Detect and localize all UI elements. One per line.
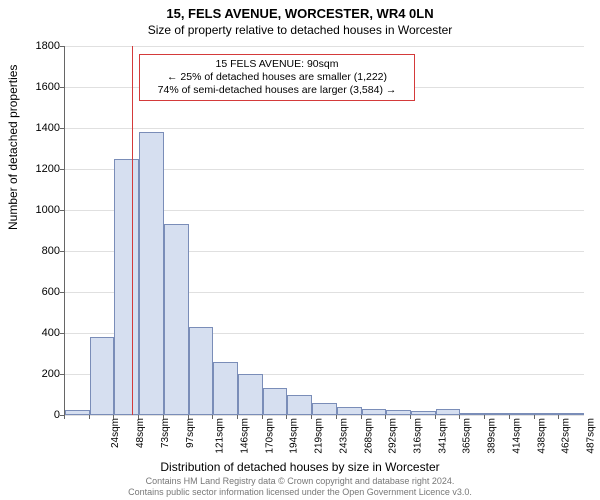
ytick-label: 1600 — [26, 81, 60, 93]
property-marker-line — [132, 46, 133, 415]
xtick-label: 219sqm — [314, 418, 325, 454]
ytick-mark — [60, 251, 64, 252]
ytick-mark — [60, 128, 64, 129]
footer-attribution: Contains HM Land Registry data © Crown c… — [0, 476, 600, 498]
xtick-mark — [534, 415, 535, 419]
histogram-bar — [337, 407, 362, 415]
xtick-label: 341sqm — [437, 418, 448, 454]
xtick-mark — [188, 415, 189, 419]
ytick-label: 200 — [26, 368, 60, 380]
gridline — [65, 46, 584, 47]
histogram-bar — [263, 388, 288, 415]
chart-subtitle: Size of property relative to detached ho… — [0, 21, 600, 41]
chart-container: 15, FELS AVENUE, WORCESTER, WR4 0LN Size… — [0, 0, 600, 500]
ytick-label: 1000 — [26, 204, 60, 216]
histogram-bar — [114, 159, 139, 415]
xtick-label: 292sqm — [388, 418, 399, 454]
chart-title: 15, FELS AVENUE, WORCESTER, WR4 0LN — [0, 0, 600, 21]
annotation-line: 15 FELS AVENUE: 90sqm — [146, 58, 408, 71]
xtick-label: 414sqm — [511, 418, 522, 454]
xtick-label: 194sqm — [289, 418, 300, 454]
ytick-label: 1800 — [26, 40, 60, 52]
histogram-bar — [65, 410, 90, 415]
ytick-mark — [60, 87, 64, 88]
xtick-label: 170sqm — [264, 418, 275, 454]
histogram-bar — [287, 395, 312, 416]
histogram-bar — [238, 374, 263, 415]
xtick-label: 121sqm — [215, 418, 226, 454]
xtick-mark — [64, 415, 65, 419]
xtick-mark — [212, 415, 213, 419]
y-axis-label: Number of detached properties — [6, 65, 20, 230]
histogram-bar — [510, 413, 535, 415]
xtick-label: 268sqm — [363, 418, 374, 454]
ytick-mark — [60, 292, 64, 293]
xtick-mark — [484, 415, 485, 419]
annotation-line: ← 25% of detached houses are smaller (1,… — [146, 71, 408, 84]
ytick-label: 0 — [26, 409, 60, 421]
histogram-bar — [164, 224, 189, 415]
xtick-mark — [286, 415, 287, 419]
ytick-label: 600 — [26, 286, 60, 298]
xtick-mark — [509, 415, 510, 419]
histogram-bar — [139, 132, 164, 415]
xtick-label: 365sqm — [462, 418, 473, 454]
ytick-mark — [60, 333, 64, 334]
histogram-bar — [485, 413, 510, 415]
histogram-bar — [386, 410, 411, 415]
xtick-label: 389sqm — [487, 418, 498, 454]
xtick-label: 487sqm — [586, 418, 597, 454]
xtick-label: 146sqm — [240, 418, 251, 454]
xtick-mark — [385, 415, 386, 419]
xtick-label: 316sqm — [413, 418, 424, 454]
x-axis-label: Distribution of detached houses by size … — [0, 460, 600, 474]
xtick-mark — [459, 415, 460, 419]
histogram-bar — [559, 413, 584, 415]
xtick-label: 462sqm — [561, 418, 572, 454]
histogram-bar — [436, 409, 461, 415]
xtick-mark — [410, 415, 411, 419]
ytick-mark — [60, 46, 64, 47]
xtick-mark — [558, 415, 559, 419]
xtick-mark — [89, 415, 90, 419]
xtick-mark — [237, 415, 238, 419]
xtick-label: 48sqm — [135, 418, 146, 448]
histogram-bar — [362, 409, 387, 415]
xtick-mark — [163, 415, 164, 419]
xtick-label: 438sqm — [536, 418, 547, 454]
xtick-mark — [113, 415, 114, 419]
xtick-mark — [336, 415, 337, 419]
gridline — [65, 128, 584, 129]
xtick-label: 24sqm — [110, 418, 121, 448]
histogram-bar — [213, 362, 238, 415]
histogram-bar — [535, 413, 560, 415]
ytick-label: 400 — [26, 327, 60, 339]
histogram-bar — [90, 337, 115, 415]
histogram-bar — [312, 403, 337, 415]
histogram-bar — [189, 327, 214, 415]
xtick-mark — [435, 415, 436, 419]
xtick-mark — [361, 415, 362, 419]
plot-area: 15 FELS AVENUE: 90sqm← 25% of detached h… — [64, 46, 584, 416]
annotation-box: 15 FELS AVENUE: 90sqm← 25% of detached h… — [139, 54, 415, 101]
xtick-label: 97sqm — [185, 418, 196, 448]
ytick-label: 1200 — [26, 163, 60, 175]
xtick-mark — [262, 415, 263, 419]
histogram-bar — [460, 413, 485, 415]
ytick-label: 1400 — [26, 122, 60, 134]
xtick-label: 243sqm — [338, 418, 349, 454]
xtick-mark — [311, 415, 312, 419]
xtick-label: 73sqm — [160, 418, 171, 448]
gridline — [65, 415, 584, 416]
annotation-line: 74% of semi-detached houses are larger (… — [146, 84, 408, 97]
histogram-bar — [411, 411, 436, 415]
footer-line-2: Contains public sector information licen… — [0, 487, 600, 498]
ytick-mark — [60, 374, 64, 375]
ytick-mark — [60, 169, 64, 170]
ytick-label: 800 — [26, 245, 60, 257]
xtick-mark — [138, 415, 139, 419]
footer-line-1: Contains HM Land Registry data © Crown c… — [0, 476, 600, 487]
ytick-mark — [60, 210, 64, 211]
